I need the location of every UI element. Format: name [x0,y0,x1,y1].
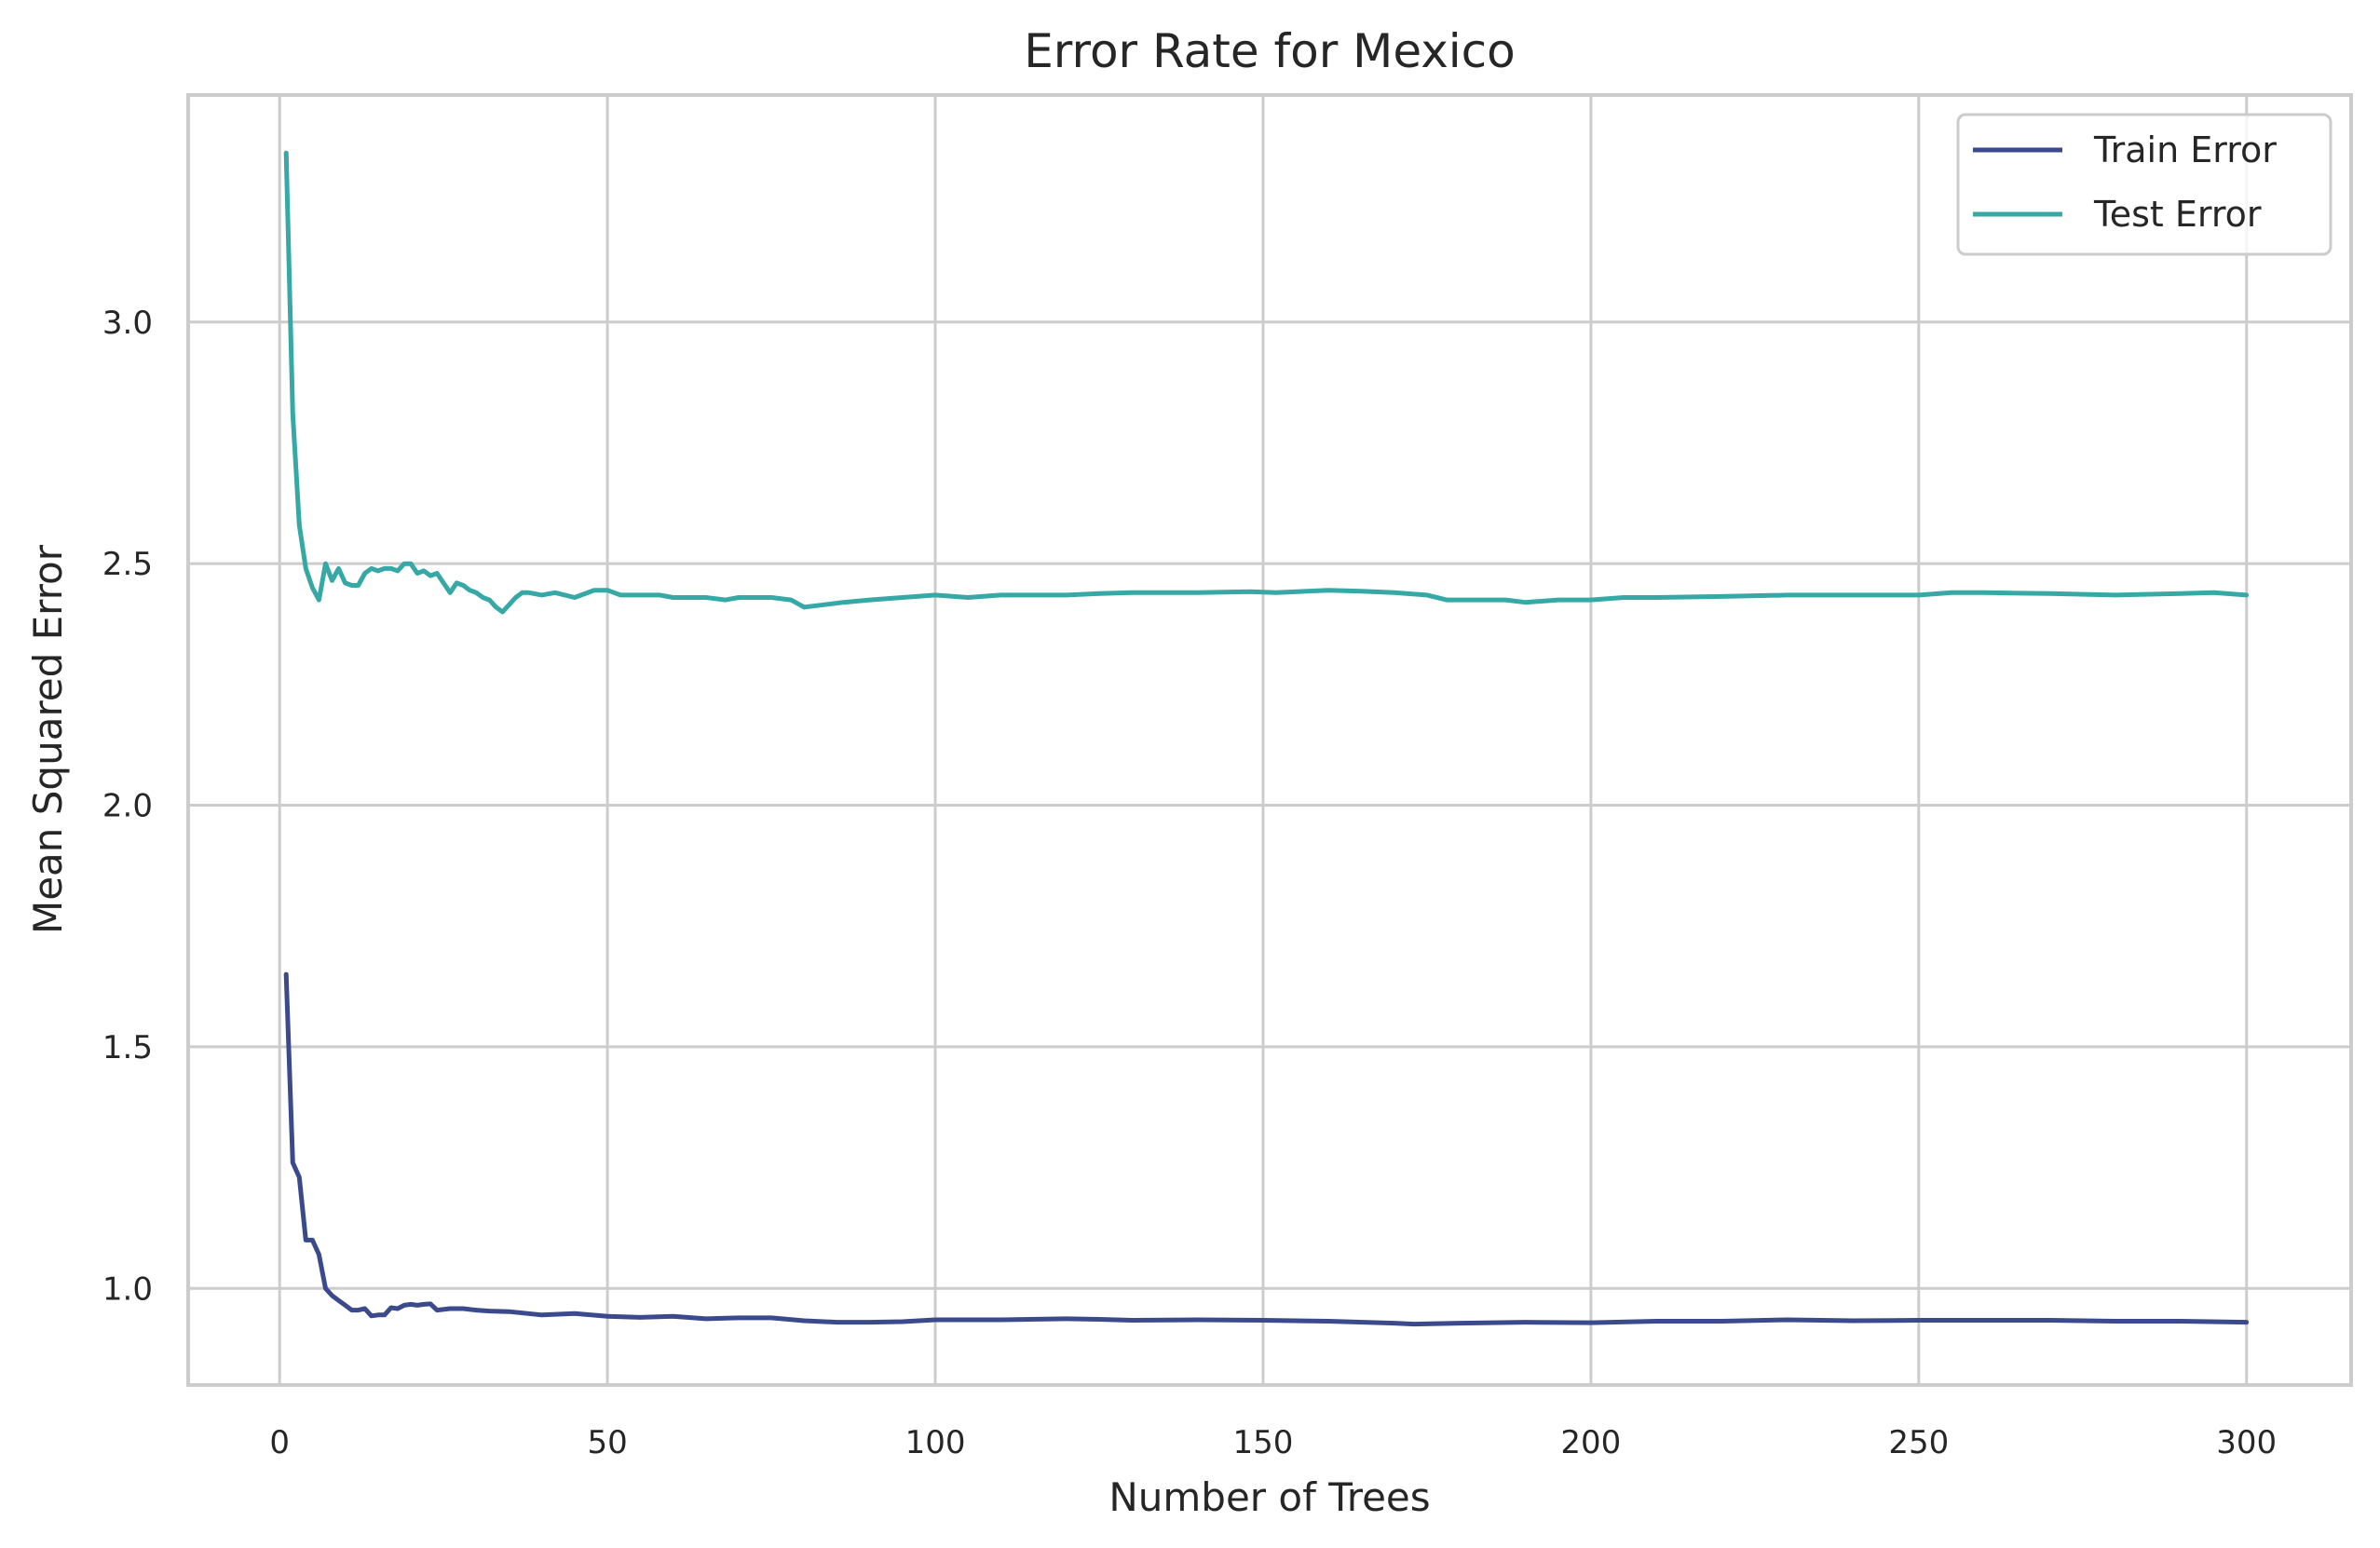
x-tick-labels: 0 50 100 150 200 250 300 [269,1424,2277,1461]
legend: Train Error Test Error [1956,113,2332,256]
y-tick-labels: 1.0 1.5 2.0 2.5 3.0 [102,305,153,1308]
plot-lines [283,150,2250,1327]
x-tick-label: 150 [1233,1424,1294,1461]
y-axis-label: Mean Squared Error [25,544,71,934]
plot-frame [186,93,2353,1387]
y-tick-label: 1.5 [102,1029,153,1066]
x-tick-label: 250 [1888,1424,1949,1461]
x-tick-label: 200 [1560,1424,1621,1461]
x-tick-label: 0 [269,1424,290,1461]
grid [188,95,2351,1385]
test-error-line [283,150,2250,615]
y-tick-label: 2.5 [102,546,153,583]
x-tick-label: 300 [2216,1424,2277,1461]
x-tick-label: 50 [587,1424,627,1461]
legend-test-label: Test Error [2093,194,2262,235]
y-tick-label: 3.0 [102,305,153,342]
chart-title: Error Rate for Mexico [1024,24,1516,78]
y-tick-label: 1.0 [102,1270,153,1308]
x-tick-label: 100 [905,1424,966,1461]
train-error-line [283,971,2250,1327]
y-tick-label: 2.0 [102,788,153,825]
legend-train-label: Train Error [2093,129,2277,170]
x-axis-label: Number of Trees [1108,1474,1430,1520]
